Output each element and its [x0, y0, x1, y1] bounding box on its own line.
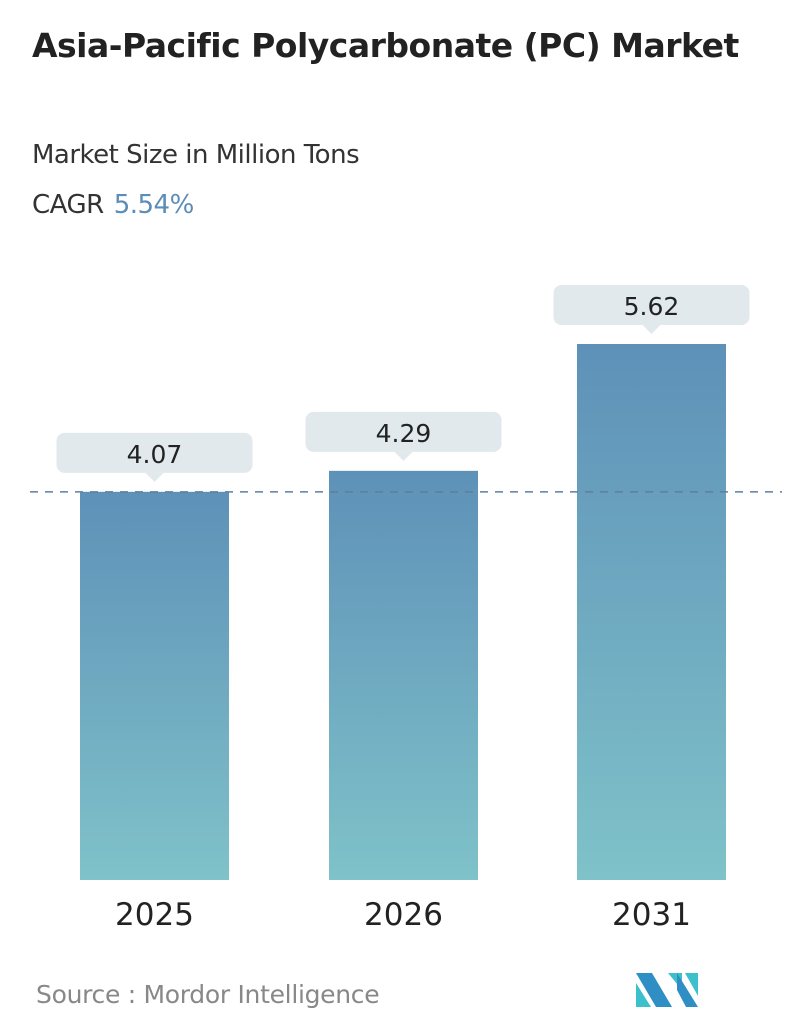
cagr-value: 5.54% [113, 190, 195, 220]
data-label-2026: 4.29 [305, 411, 502, 461]
chart-subtitle: Market Size in Million Tons [32, 140, 360, 170]
data-label-2031: 5.62 [553, 285, 750, 334]
x-tick-label: 2026 [364, 897, 443, 933]
data-label-text: 4.07 [127, 440, 183, 469]
chart-title: Asia-Pacific Polycarbonate (PC) Market [32, 26, 739, 65]
bar-2025 [80, 491, 229, 880]
source-text: Source : Mordor Intelligence [36, 980, 380, 1009]
cagr-label: CAGR [32, 190, 104, 220]
data-label-2025: 4.07 [56, 432, 253, 482]
x-tick-label: 2025 [115, 897, 194, 933]
x-tick-label: 2031 [612, 897, 691, 933]
cagr: CAGR 5.54% [32, 190, 194, 220]
data-label-text: 5.62 [624, 292, 680, 321]
bar-2026 [329, 470, 478, 880]
data-label-text: 4.29 [376, 419, 432, 448]
bar-2031 [577, 344, 726, 880]
